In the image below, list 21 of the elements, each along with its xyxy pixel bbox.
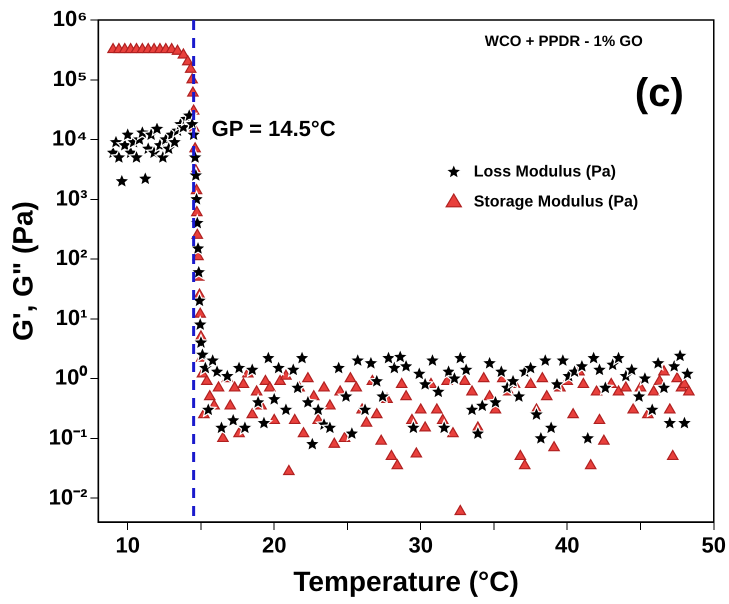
legend-label: Storage Modulus (Pa) — [474, 193, 638, 210]
y-tick-label: 10¹ — [56, 304, 88, 330]
y-axis-title: G', G" (Pa) — [8, 201, 39, 341]
y-tick-label: 10⁶ — [52, 6, 88, 32]
y-tick-label: 10⁵ — [52, 66, 88, 91]
x-tick-label: 20 — [262, 532, 286, 558]
x-tick-label: 10 — [115, 532, 140, 558]
y-tick-label: 10⁻¹ — [48, 424, 88, 450]
legend-label: Loss Modulus (Pa) — [474, 163, 616, 180]
x-axis-title: Temperature (°C) — [293, 566, 519, 597]
x-tick-label: 50 — [702, 532, 726, 558]
x-tick-label: 30 — [408, 532, 433, 558]
y-tick-label: 10⁰ — [54, 364, 88, 390]
y-tick-label: 10⁴ — [52, 126, 88, 151]
annotation: (c) — [634, 71, 684, 116]
text: WCO + PPDR - 1% GO — [484, 33, 644, 50]
x-tick-label: 40 — [555, 532, 580, 558]
y-tick-label: 10⁻² — [48, 484, 88, 510]
ref-line-label: GP = 14.5°C — [212, 116, 336, 142]
y-tick-label: 10² — [56, 245, 88, 270]
y-tick-label: 10³ — [56, 185, 88, 210]
